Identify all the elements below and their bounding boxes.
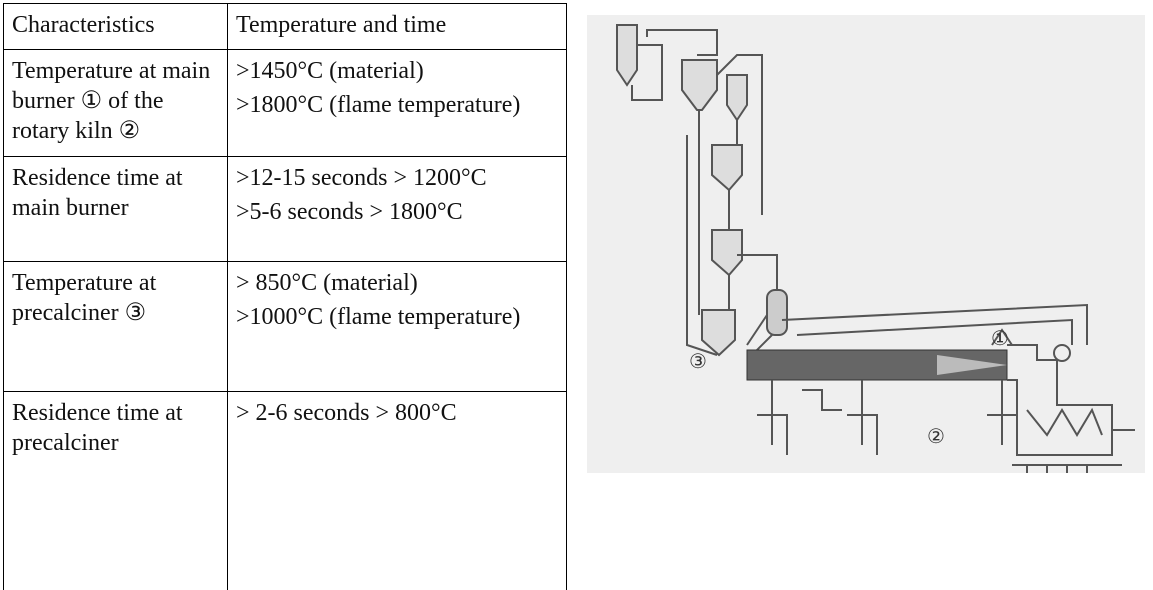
cell-line: > 2-6 seconds > 800°C [236,398,558,428]
cell-line: >1000°C (flame temperature) [236,302,558,332]
header-cell: Characteristics [4,4,228,50]
kiln-diagram: ③ ① ② [587,15,1145,473]
row-value: > 850°C (material) >1000°C (flame tempera… [228,262,567,392]
row-label: Temperature at main burner ① of the rota… [4,50,228,157]
header-cell: Temperature and time [228,4,567,50]
diagram-label: ② [927,424,945,448]
cell-line: >1800°C (flame temperature) [236,90,558,120]
row-label: Residence time at main burner [4,157,228,262]
row-value: > 2-6 seconds > 800°C [228,392,567,590]
row-value: >12-15 seconds > 1200°C >5-6 seconds > 18… [228,157,567,262]
row-value: >1450°C (material) >1800°C (flame tempera… [228,50,567,157]
cell-line: > 850°C (material) [236,268,558,298]
diagram-label: ③ [689,349,707,373]
data-table: Characteristics Temperature and time Tem… [3,3,567,590]
row-label: Residence time at precalciner [4,392,228,590]
cell-line: >5-6 seconds > 1800°C [236,197,558,227]
cell-line: >12-15 seconds > 1200°C [236,163,558,193]
diagram-label: ① [991,326,1009,350]
row-label: Temperature at precalciner ③ [4,262,228,392]
page: {"table": { "header": ["Characteristics"… [0,0,1153,589]
cell-line: >1450°C (material) [236,56,558,86]
